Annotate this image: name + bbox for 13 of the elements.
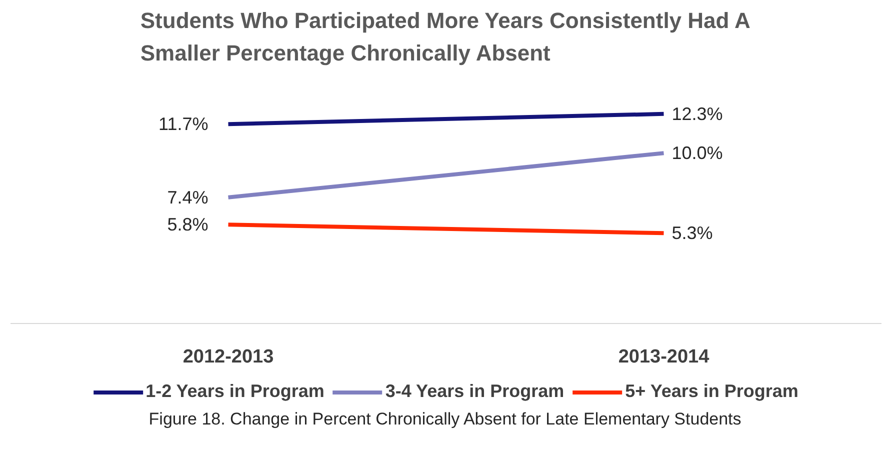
- data-label: 5.3%: [672, 223, 713, 244]
- data-label: 5.8%: [167, 214, 208, 235]
- caption: Figure 18. Change in Percent Chronically Absent for Late Elementary Students: [148, 410, 742, 428]
- x-tick-label: 2013-2014: [618, 346, 710, 368]
- data-label: 12.3%: [672, 104, 723, 124]
- legend-label: 3-4 Years in Program: [385, 381, 564, 402]
- chart-title: Students Who Participated More Years Consistently Had A Smaller Percentage Chronically Absent: [140, 8, 751, 66]
- x-tick-label: 2012-2013: [182, 346, 274, 368]
- legend-label: 1-2 Years in Program: [146, 381, 324, 402]
- legend-label: 5+ Years in Program: [625, 381, 798, 402]
- data-label: 11.7%: [158, 114, 208, 134]
- data-label: 7.4%: [167, 187, 208, 208]
- data-label: 10.0%: [672, 143, 723, 164]
